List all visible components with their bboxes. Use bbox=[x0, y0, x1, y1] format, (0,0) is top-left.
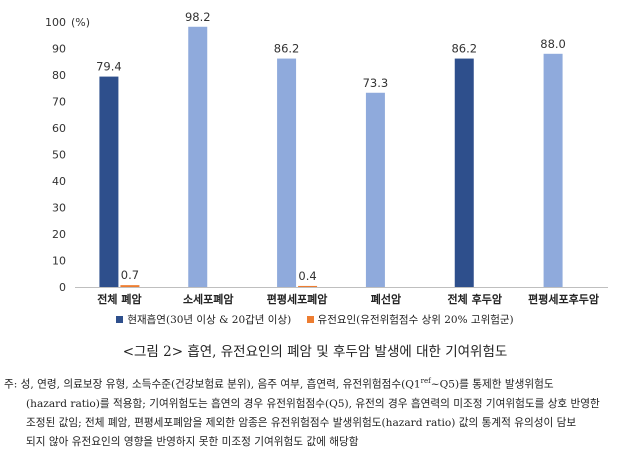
data-label: 86.2 bbox=[451, 42, 477, 56]
y-tick-label: 0 bbox=[59, 281, 66, 294]
note-line-1: 주: 성, 연령, 의료보장 유형, 소득수준(건강보험료 분위), 음주 여부… bbox=[4, 372, 628, 395]
data-label: 79.4 bbox=[96, 60, 122, 74]
note-line-2: (hazard ratio)를 적용함; 기여위험도는 흡연의 경우 유전위험점… bbox=[26, 397, 600, 410]
bar bbox=[454, 58, 474, 287]
y-tick-label: 70 bbox=[52, 96, 66, 109]
note-superscript: ref bbox=[420, 377, 431, 385]
bars bbox=[99, 26, 563, 288]
x-axis: 전체 폐암 소세포폐암 편평세포폐암 폐선암 전체 후두암 편평세포후두암 bbox=[75, 287, 608, 306]
legend-swatch-smoking bbox=[116, 316, 124, 323]
bar bbox=[543, 53, 563, 287]
data-labels: 79.4 0.7 98.2 86.2 0.4 73.3 86.2 88.0 bbox=[96, 10, 566, 283]
x-tick-label: 전체 폐암 bbox=[97, 292, 141, 306]
legend: 현재흡연(30년 이상 & 20갑년 이상) 유전요인(유전위험점수 상위 20… bbox=[0, 312, 630, 327]
y-tick-label: 100 bbox=[45, 16, 66, 29]
data-label: 0.7 bbox=[121, 268, 139, 282]
x-tick-label: 전체 후두암 bbox=[448, 292, 502, 306]
bar bbox=[120, 285, 140, 287]
bar bbox=[188, 26, 208, 288]
note-line-3: 조정된 값임; 전체 폐암, 편평세포폐암을 제외한 암종은 유전위험점수 발생… bbox=[26, 416, 577, 429]
data-label: 98.2 bbox=[185, 10, 211, 24]
bar bbox=[277, 58, 297, 287]
bar bbox=[365, 92, 385, 287]
legend-label-genetic: 유전요인(유전위험점수 상위 20% 고위험군) bbox=[317, 314, 514, 326]
bar bbox=[298, 285, 318, 287]
data-label: 88.0 bbox=[540, 37, 566, 51]
y-tick-label: 50 bbox=[52, 149, 66, 162]
bar-chart: 0 10 20 30 40 50 60 70 80 90 100 (%) 79.4 0.7 98.2 86.… bbox=[45, 10, 608, 306]
x-tick-label: 폐선암 bbox=[371, 292, 401, 306]
figure-note: 주: 성, 연령, 의료보장 유형, 소득수준(건강보험료 분위), 음주 여부… bbox=[4, 372, 628, 452]
legend-item-smoking: 현재흡연(30년 이상 & 20갑년 이상) bbox=[116, 312, 291, 327]
x-tick-label: 편평세포후두암 bbox=[528, 292, 599, 306]
y-tick-label: 60 bbox=[52, 122, 66, 135]
x-tick-label: 소세포폐암 bbox=[183, 292, 234, 306]
data-label: 86.2 bbox=[274, 42, 300, 56]
note-line-1-end: ~Q5)를 통제한 발생위험도 bbox=[430, 378, 554, 391]
x-tick-label: 편평세포폐암 bbox=[267, 292, 328, 306]
legend-swatch-genetic bbox=[306, 316, 314, 323]
y-tick-label: 40 bbox=[52, 175, 66, 188]
data-label: 73.3 bbox=[363, 76, 389, 90]
y-tick-label: 30 bbox=[52, 202, 66, 215]
y-unit-label: (%) bbox=[71, 16, 90, 29]
y-tick-label: 10 bbox=[52, 255, 66, 268]
note-line-4: 되지 않아 유전요인의 영향을 반영하지 못한 미조정 기여위험도 값에 해당함 bbox=[26, 435, 359, 448]
legend-item-genetic: 유전요인(유전위험점수 상위 20% 고위험군) bbox=[306, 312, 514, 327]
legend-label-smoking: 현재흡연(30년 이상 & 20갑년 이상) bbox=[127, 314, 292, 326]
y-tick-label: 20 bbox=[52, 228, 66, 241]
data-label: 0.4 bbox=[298, 269, 316, 283]
y-tick-label: 80 bbox=[52, 69, 66, 82]
figure-caption: <그림 2> 흡연, 유전요인의 폐암 및 후두암 발생에 대한 기여위험도 bbox=[122, 344, 508, 360]
y-axis: 0 10 20 30 40 50 60 70 80 90 100 (%) bbox=[45, 16, 90, 294]
y-tick-label: 90 bbox=[52, 43, 66, 56]
bar bbox=[99, 76, 119, 287]
note-line-1-text: 주: 성, 연령, 의료보장 유형, 소득수준(건강보험료 분위), 음주 여부… bbox=[4, 378, 421, 391]
